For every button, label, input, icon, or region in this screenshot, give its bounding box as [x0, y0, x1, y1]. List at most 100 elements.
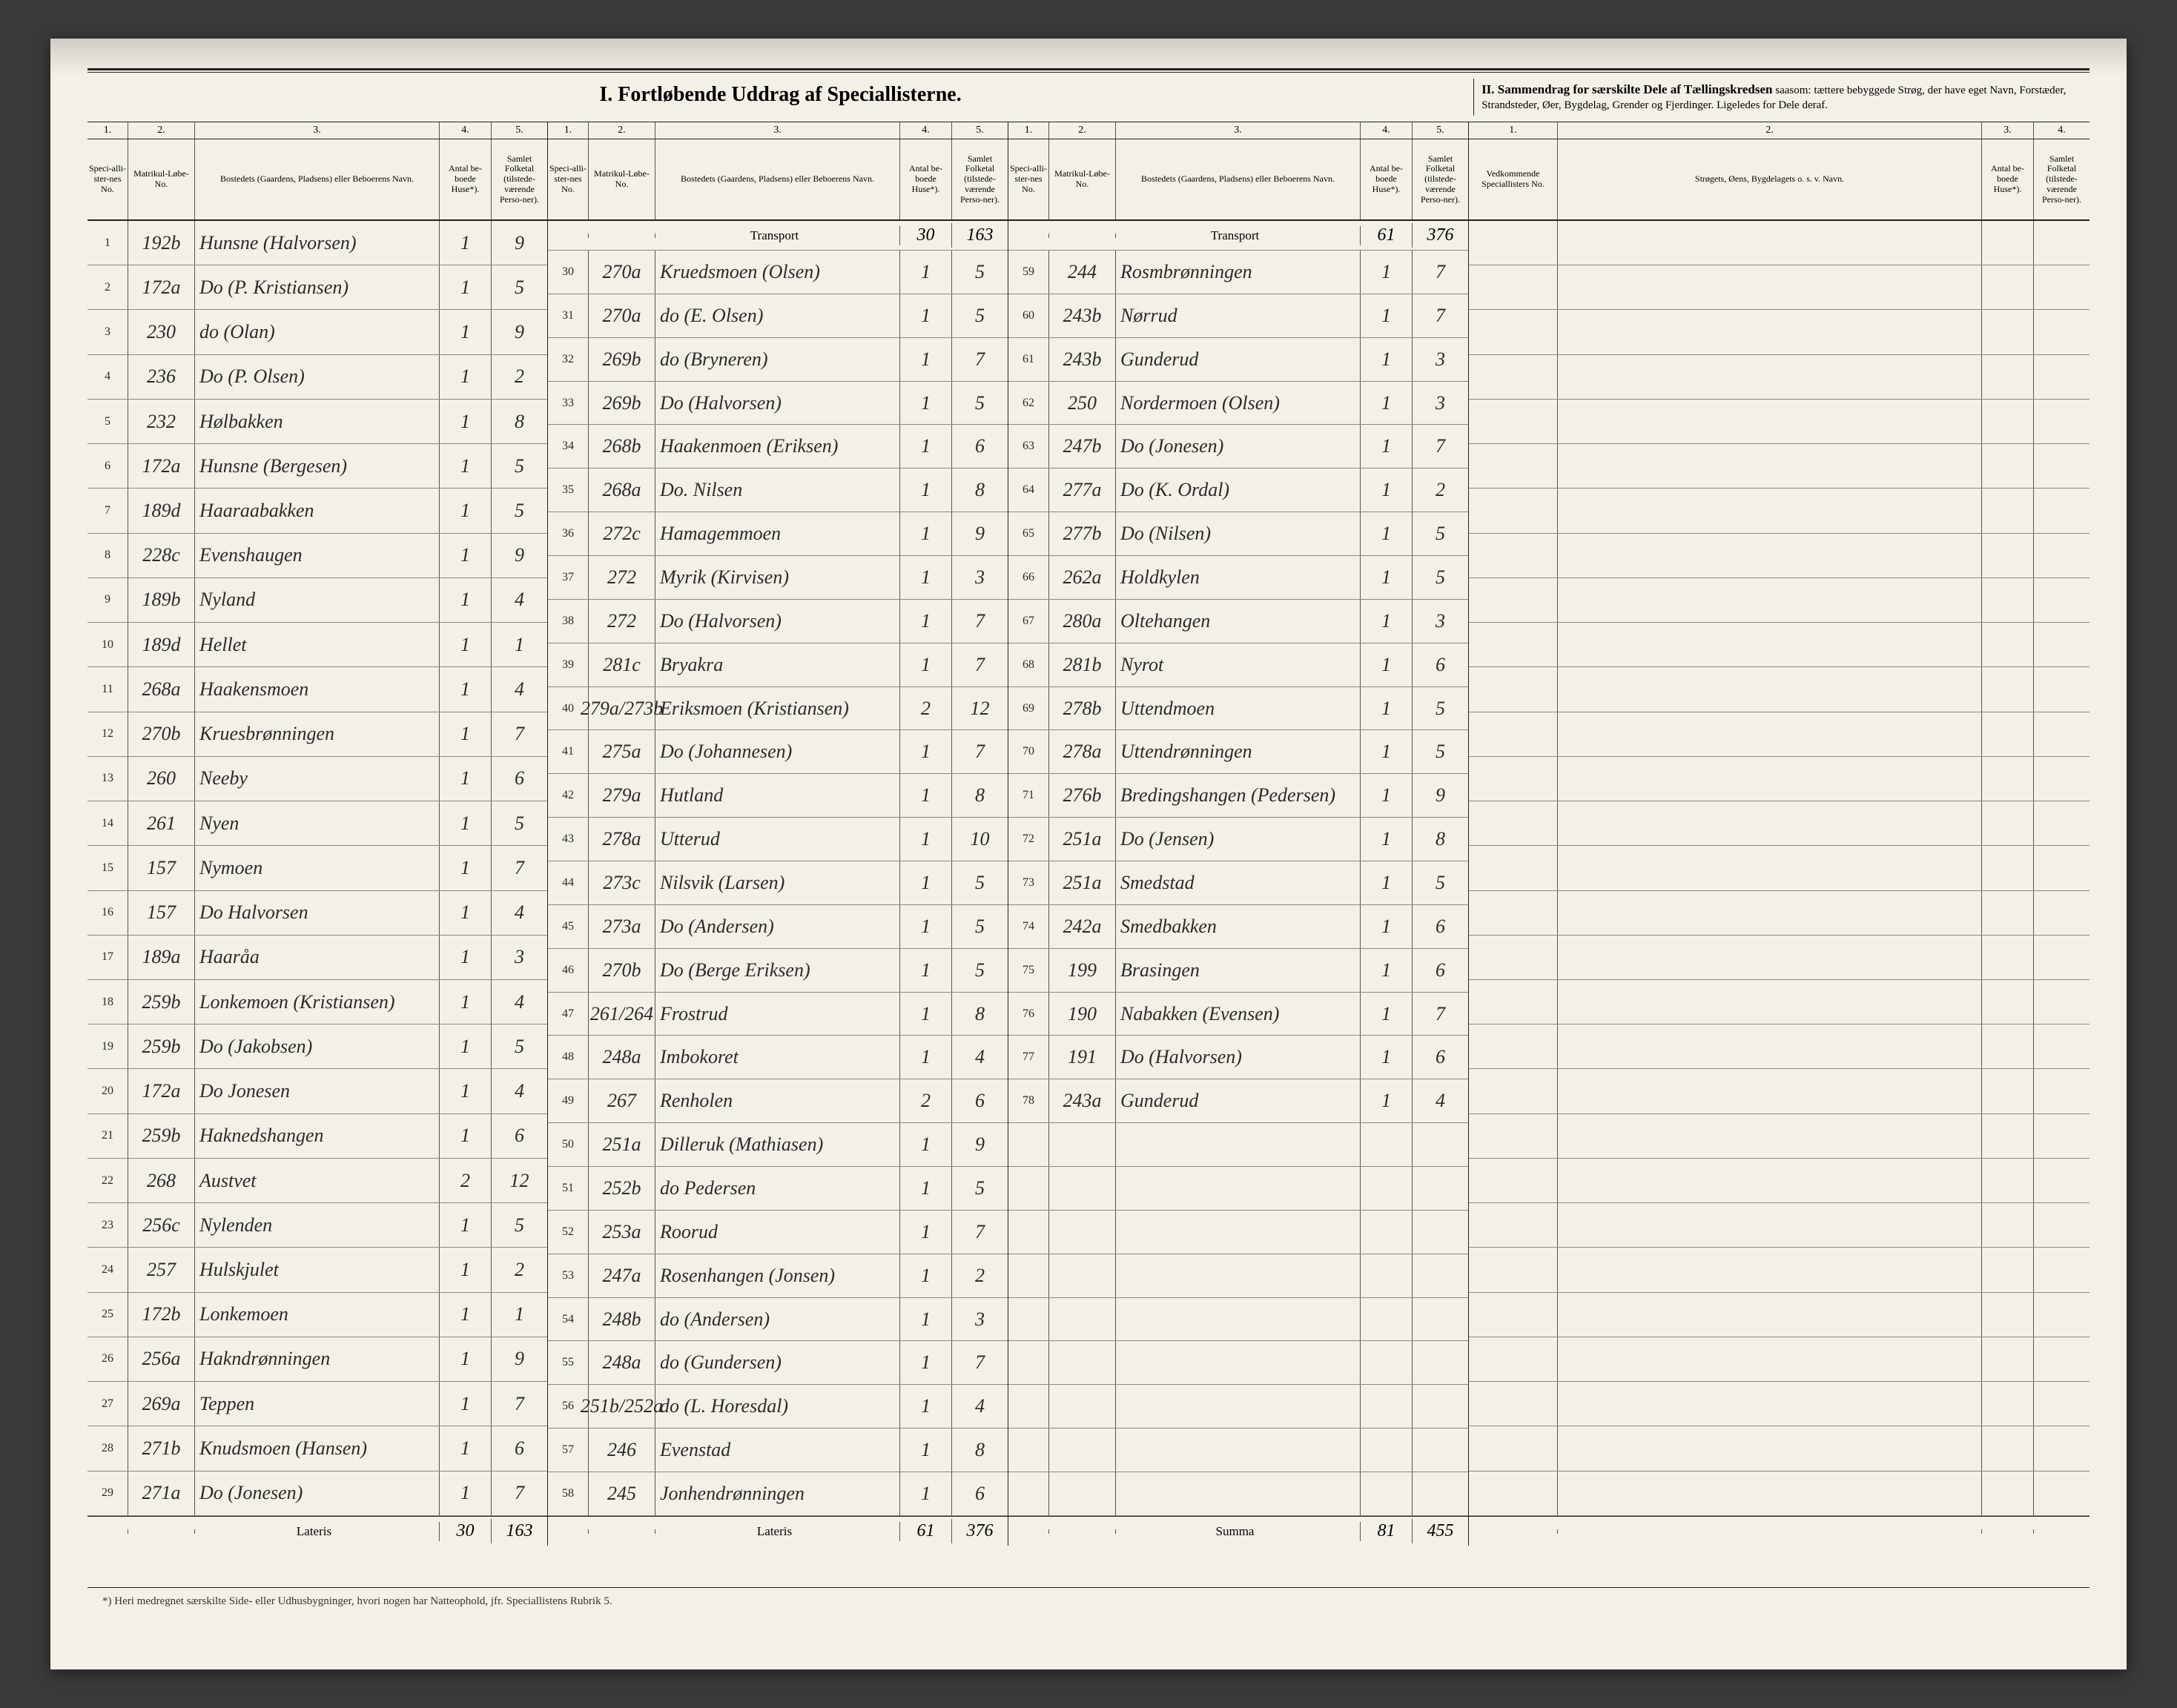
table-row: 6172aHunsne (Bergesen)15: [87, 444, 547, 489]
table-row: [1469, 936, 2090, 980]
table-row: 27269aTeppen17: [87, 1382, 547, 1426]
table-row: 24257Hulskjulet12: [87, 1248, 547, 1292]
table-row: [1469, 1114, 2090, 1159]
table-row: 68281bNyrot16: [1008, 643, 1468, 687]
table-row: 33269bDo (Halvorsen)15: [548, 382, 1008, 426]
table-row: 50251aDilleruk (Mathiasen)19: [548, 1123, 1008, 1167]
table-row: 53247aRosenhangen (Jonsen)12: [548, 1254, 1008, 1298]
table-row: 62250Nordermoen (Olsen)13: [1008, 382, 1468, 426]
title-section-1: I. Fortløbende Uddrag af Speciallisterne…: [87, 79, 1473, 116]
rows-2: 30270aKruedsmoen (Olsen)1531270ado (E. O…: [548, 251, 1008, 1516]
table-row: 26256aHakndrønningen19: [87, 1337, 547, 1382]
table-row: [1469, 221, 2090, 265]
table-row: 45273aDo (Andersen)15: [548, 905, 1008, 949]
table-row: 74242aSmedbakken16: [1008, 905, 1468, 949]
header-nums-1: 1. 2. 3. 4. 5.: [87, 122, 547, 139]
title-section-2: II. Sammendrag for særskilte Dele af Tæl…: [1473, 79, 2090, 116]
table-row: [1008, 1167, 1468, 1211]
table-row: [1469, 1472, 2090, 1516]
table-row: [1469, 1025, 2090, 1069]
table-row: 14261Nyen15: [87, 801, 547, 846]
table-row: [1008, 1298, 1468, 1342]
table-row: 38272Do (Halvorsen)17: [548, 600, 1008, 643]
table-row: [1469, 1426, 2090, 1471]
table-row: [1008, 1472, 1468, 1516]
table-row: [1008, 1123, 1468, 1167]
table-row: [1008, 1385, 1468, 1429]
table-row: 30270aKruedsmoen (Olsen)15: [548, 251, 1008, 294]
table-row: 4236Do (P. Olsen)12: [87, 355, 547, 400]
table-row: 70278aUttendrønningen15: [1008, 730, 1468, 774]
ledger-grid: 1. 2. 3. 4. 5. Speci-alli-ster-nes No. M…: [87, 122, 2090, 1546]
lateris-1: Lateris 30 163: [87, 1516, 547, 1546]
lateris-2: Lateris 61 376: [548, 1516, 1008, 1546]
table-row: 34268bHaakenmoen (Eriksen)16: [548, 425, 1008, 469]
header-nums-3: 1. 2. 3. 4. 5.: [1008, 122, 1468, 139]
table-row: 31270ado (E. Olsen)15: [548, 294, 1008, 338]
table-row: 15157Nymoen17: [87, 846, 547, 890]
table-row: 8228cEvenshaugen19: [87, 534, 547, 578]
section-3: 1. 2. 3. 4. 5. Speci-alli-ster-nes No. M…: [1008, 122, 1469, 1546]
table-row: 9189bNyland14: [87, 578, 547, 623]
table-row: [1469, 1382, 2090, 1426]
table-row: 73251aSmedstad15: [1008, 861, 1468, 905]
table-row: [1469, 891, 2090, 936]
table-row: 12270bKruesbrønningen17: [87, 712, 547, 757]
table-row: 76190Nabakken (Evensen)17: [1008, 993, 1468, 1036]
table-row: 5232Hølbakken18: [87, 400, 547, 444]
table-row: 25172bLonkemoen11: [87, 1293, 547, 1337]
table-row: [1469, 400, 2090, 444]
transport-3: Transport 61 376: [1008, 221, 1468, 251]
table-row: [1469, 667, 2090, 712]
table-row: 69278bUttendmoen15: [1008, 687, 1468, 731]
section-4: 1. 2. 3. 4. Vedkommende Speciallisters N…: [1469, 122, 2090, 1546]
footnote: *) Heri medregnet særskilte Side- eller …: [87, 1588, 2090, 1615]
table-row: 52253aRoorud17: [548, 1211, 1008, 1254]
section-2: 1. 2. 3. 4. 5. Speci-alli-ster-nes No. M…: [548, 122, 1008, 1546]
table-row: [1469, 1248, 2090, 1292]
header-nums-2: 1. 2. 3. 4. 5.: [548, 122, 1008, 139]
table-row: [1469, 980, 2090, 1025]
table-row: 59244Rosmbrønningen17: [1008, 251, 1468, 294]
table-row: 29271aDo (Jonesen)17: [87, 1472, 547, 1516]
table-row: 32269bdo (Bryneren)17: [548, 338, 1008, 382]
table-row: 49267Renholen26: [548, 1079, 1008, 1123]
table-row: 20172aDo Jonesen14: [87, 1069, 547, 1113]
table-row: 44273cNilsvik (Larsen)15: [548, 861, 1008, 905]
rows-1: 1192bHunsne (Halvorsen)192172aDo (P. Kri…: [87, 221, 547, 1516]
rows-4: [1469, 221, 2090, 1516]
table-row: 36272cHamagemmoen19: [548, 512, 1008, 556]
table-row: 7189dHaaraabakken15: [87, 489, 547, 533]
table-row: 47261/264Frostrud18: [548, 993, 1008, 1036]
table-row: [1469, 355, 2090, 400]
table-row: 35268aDo. Nilsen18: [548, 469, 1008, 512]
table-row: 19259bDo (Jakobsen)15: [87, 1025, 547, 1069]
table-row: [1469, 444, 2090, 489]
table-row: 1192bHunsne (Halvorsen)19: [87, 221, 547, 265]
blank-footer-4: [1469, 1516, 2090, 1546]
table-row: [1469, 265, 2090, 310]
table-row: 71276bBredingshangen (Pedersen)19: [1008, 774, 1468, 818]
rows-3: 59244Rosmbrønningen1760243bNørrud1761243…: [1008, 251, 1468, 1516]
table-row: 18259bLonkemoen (Kristiansen)14: [87, 980, 547, 1025]
table-row: [1469, 1203, 2090, 1248]
table-row: 55248ado (Gundersen)17: [548, 1341, 1008, 1385]
table-row: 40279a/273bEriksmoen (Kristiansen)212: [548, 687, 1008, 731]
table-row: 67280aOltehangen13: [1008, 600, 1468, 643]
table-row: [1469, 578, 2090, 623]
table-row: 13260Neeby16: [87, 757, 547, 801]
table-row: 28271bKnudsmoen (Hansen)16: [87, 1426, 547, 1471]
header-labels-1: Speci-alli-ster-nes No. Matrikul-Løbe-No…: [87, 139, 547, 221]
summa-3: Summa 81 455: [1008, 1516, 1468, 1546]
table-row: 66262aHoldkylen15: [1008, 556, 1468, 600]
table-row: 17189aHaaråa13: [87, 936, 547, 980]
table-row: 78243aGunderud14: [1008, 1079, 1468, 1123]
table-row: 21259bHaknedshangen16: [87, 1114, 547, 1159]
table-row: 57246Evenstad18: [548, 1429, 1008, 1472]
table-row: [1469, 801, 2090, 846]
table-row: 54248bdo (Andersen)13: [548, 1298, 1008, 1342]
table-row: [1469, 757, 2090, 801]
table-row: 23256cNylenden15: [87, 1203, 547, 1248]
table-row: 65277bDo (Nilsen)15: [1008, 512, 1468, 556]
table-row: 37272Myrik (Kirvisen)13: [548, 556, 1008, 600]
